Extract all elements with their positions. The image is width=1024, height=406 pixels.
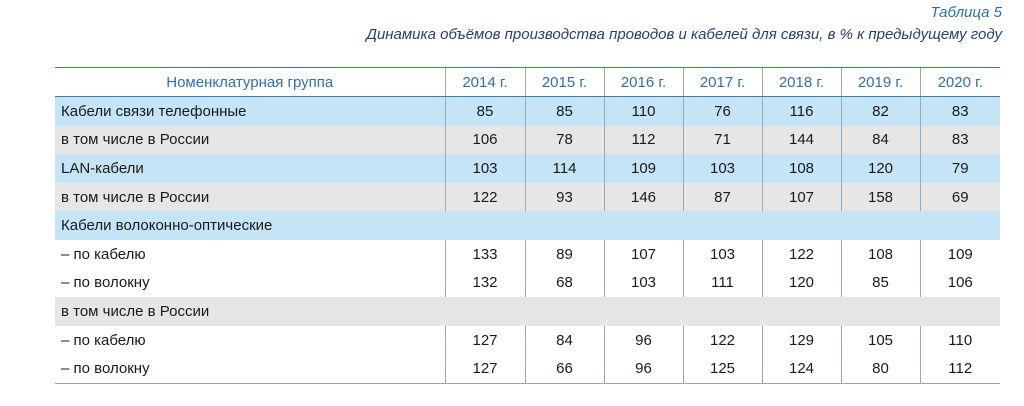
table-cell: 103 <box>682 239 762 269</box>
table-cell: 132 <box>444 268 525 298</box>
table-cell: 127 <box>444 325 525 355</box>
row-label: Кабели связи телефонные <box>55 96 445 126</box>
table-cell: 116 <box>761 96 841 126</box>
table-cell: 80 <box>840 354 920 384</box>
table-cell: 120 <box>761 268 841 298</box>
row-label: в том числе в России <box>55 125 445 155</box>
table-row: – по кабелю 127 84 96 122 129 105 110 <box>55 325 1000 355</box>
table-cell: 71 <box>682 125 762 155</box>
column-header-group: Номенклатурная группа <box>55 67 445 97</box>
table-cell: 82 <box>840 96 920 126</box>
table-row: LAN-кабели 103 114 109 103 108 120 79 <box>55 154 1000 183</box>
column-header-year: 2017 г. <box>682 67 762 97</box>
table-cell: 103 <box>444 154 525 183</box>
table-cell: 106 <box>919 268 1000 298</box>
table-cell: 84 <box>840 125 920 155</box>
table-cell: 76 <box>682 96 762 126</box>
table-cell: 78 <box>524 125 604 155</box>
row-label: – по волокну <box>55 268 445 298</box>
table-cell: 122 <box>761 239 841 269</box>
row-label: в том числе в России <box>55 297 1000 326</box>
table-cell: 68 <box>524 268 604 298</box>
table-body: Кабели связи телефонные 85 85 110 76 116 82 83 в… <box>55 96 1000 384</box>
table-cell: 69 <box>919 182 1000 212</box>
table-cell: 103 <box>603 268 683 298</box>
table-cell: 85 <box>524 96 604 126</box>
table-cell: 107 <box>603 239 683 269</box>
table-cell: 110 <box>603 96 683 126</box>
table-cell: 105 <box>840 325 920 355</box>
table-cell: 83 <box>919 125 1000 155</box>
column-header-year: 2020 г. <box>919 67 1000 97</box>
table-cell: 87 <box>682 182 762 212</box>
row-label: LAN-кабели <box>55 154 445 183</box>
table-cell: 122 <box>682 325 762 355</box>
table-cell: 144 <box>761 125 841 155</box>
table-cell: 158 <box>840 182 920 212</box>
table-row: в том числе в России 106 78 112 71 144 84 83 <box>55 125 1000 155</box>
table-group-row: Кабели волоконно-оптические <box>55 211 1000 240</box>
table-cell: 124 <box>761 354 841 384</box>
table-cell: 96 <box>603 354 683 384</box>
table-row: Кабели связи телефонные 85 85 110 76 116 82 83 <box>55 96 1000 126</box>
row-label: в том числе в России <box>55 182 445 212</box>
table-cell: 146 <box>603 182 683 212</box>
table-cell: 133 <box>444 239 525 269</box>
table-row: в том числе в России 122 93 146 87 107 158 69 <box>55 182 1000 212</box>
table-cell: 114 <box>524 154 604 183</box>
table-number-label: Таблица 5 <box>930 4 1002 21</box>
table-cell: 84 <box>524 325 604 355</box>
table-cell: 110 <box>919 325 1000 355</box>
table-row: – по волокну 127 66 96 125 124 80 112 <box>55 354 1000 384</box>
table-cell: 103 <box>682 154 762 183</box>
table-cell: 83 <box>919 96 1000 126</box>
table-cell: 107 <box>761 182 841 212</box>
table-cell: 111 <box>682 268 762 298</box>
table-cell: 106 <box>444 125 525 155</box>
table-row: – по кабелю 133 89 107 103 122 108 109 <box>55 239 1000 269</box>
table-cell: 85 <box>840 268 920 298</box>
table-cell: 85 <box>444 96 525 126</box>
table-cell: 125 <box>682 354 762 384</box>
column-header-year: 2019 г. <box>840 67 920 97</box>
table-group-row: в том числе в России <box>55 297 1000 326</box>
column-header-year: 2015 г. <box>524 67 604 97</box>
row-label: – по волокну <box>55 354 445 384</box>
table-cell: 122 <box>444 182 525 212</box>
table-cell: 93 <box>524 182 604 212</box>
table-title: Динамика объёмов производства проводов и… <box>366 26 1002 43</box>
table-cell: 96 <box>603 325 683 355</box>
table-cell: 112 <box>603 125 683 155</box>
table-row: – по волокну 132 68 103 111 120 85 106 <box>55 268 1000 298</box>
table-cell: 127 <box>444 354 525 384</box>
table-cell: 109 <box>603 154 683 183</box>
table-cell: 89 <box>524 239 604 269</box>
table-cell: 112 <box>919 354 1000 384</box>
production-dynamics-table: Номенклатурная группа 2014 г. 2015 г. 2016 … <box>55 67 1000 384</box>
row-label: – по кабелю <box>55 239 445 269</box>
column-header-year: 2016 г. <box>603 67 683 97</box>
table-header-row: Номенклатурная группа 2014 г. 2015 г. 2016 … <box>55 67 1000 97</box>
table-cell: 108 <box>840 239 920 269</box>
table-cell: 129 <box>761 325 841 355</box>
row-label: Кабели волоконно-оптические <box>55 211 1000 240</box>
table-cell: 79 <box>919 154 1000 183</box>
row-label: – по кабелю <box>55 325 445 355</box>
table-cell: 109 <box>919 239 1000 269</box>
table-cell: 66 <box>524 354 604 384</box>
column-header-year: 2014 г. <box>444 67 525 97</box>
table-cell: 108 <box>761 154 841 183</box>
table-cell: 120 <box>840 154 920 183</box>
column-header-year: 2018 г. <box>761 67 841 97</box>
